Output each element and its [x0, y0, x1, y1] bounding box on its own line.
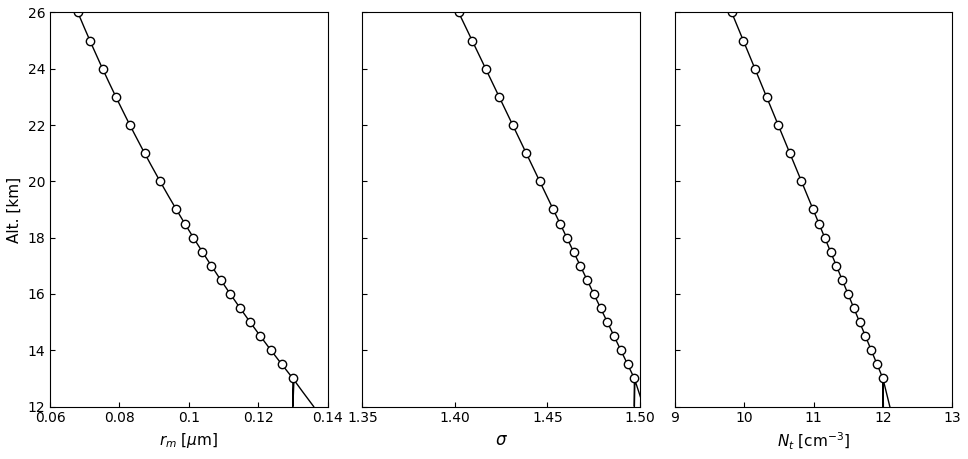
X-axis label: $r_m$ [$\mu$m]: $r_m$ [$\mu$m]: [160, 431, 219, 450]
X-axis label: $\sigma$: $\sigma$: [495, 431, 507, 449]
Y-axis label: Alt. [km]: Alt. [km]: [7, 176, 22, 242]
X-axis label: $N_t$ [cm$^{-3}$]: $N_t$ [cm$^{-3}$]: [777, 431, 850, 452]
